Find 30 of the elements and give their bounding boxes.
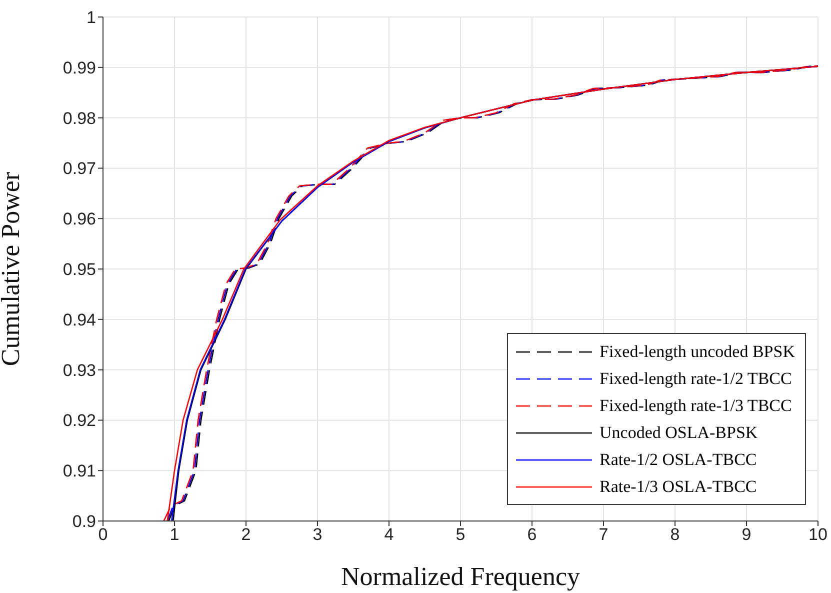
y-tick-label: 0.99: [62, 58, 96, 78]
x-tick-label: 9: [742, 525, 752, 544]
y-tick-label: 1: [86, 8, 96, 28]
legend-label: Rate-1/2 OSLA-TBCC: [600, 450, 757, 470]
y-tick-label: 0.95: [62, 260, 96, 280]
x-tick-label: 5: [456, 525, 466, 544]
x-tick-label: 10: [808, 525, 828, 544]
legend-label: Fixed-length rate-1/3 TBCC: [600, 396, 792, 416]
legend-label: Fixed-length rate-1/2 TBCC: [600, 368, 792, 388]
x-tick-label: 1: [170, 525, 180, 544]
y-axis-title: Cumulative Power: [0, 172, 26, 366]
y-tick-label: 0.92: [62, 411, 96, 430]
y-tick-label: 0.98: [62, 108, 96, 128]
y-tick-label: 0.9: [72, 512, 96, 532]
x-tick-label: 6: [527, 525, 537, 544]
x-tick-label: 8: [670, 525, 680, 544]
y-tick-label: 0.91: [62, 462, 96, 481]
y-tick-label: 0.93: [62, 360, 96, 380]
y-tick-label: 0.94: [62, 310, 96, 330]
x-tick-label: 7: [598, 525, 608, 544]
x-axis-title: Normalized Frequency: [341, 562, 580, 591]
x-tick-label: 4: [384, 525, 394, 544]
y-tick-label: 0.97: [62, 159, 96, 178]
x-tick-label: 0: [98, 525, 108, 544]
x-tick-label: 2: [241, 525, 251, 544]
legend-label: Fixed-length uncoded BPSK: [600, 342, 795, 362]
x-tick-label: 3: [312, 525, 322, 544]
legend-label: Rate-1/3 OSLA-TBCC: [600, 476, 757, 496]
legend-label: Uncoded OSLA-BPSK: [600, 422, 758, 442]
y-tick-label: 0.96: [62, 210, 96, 229]
